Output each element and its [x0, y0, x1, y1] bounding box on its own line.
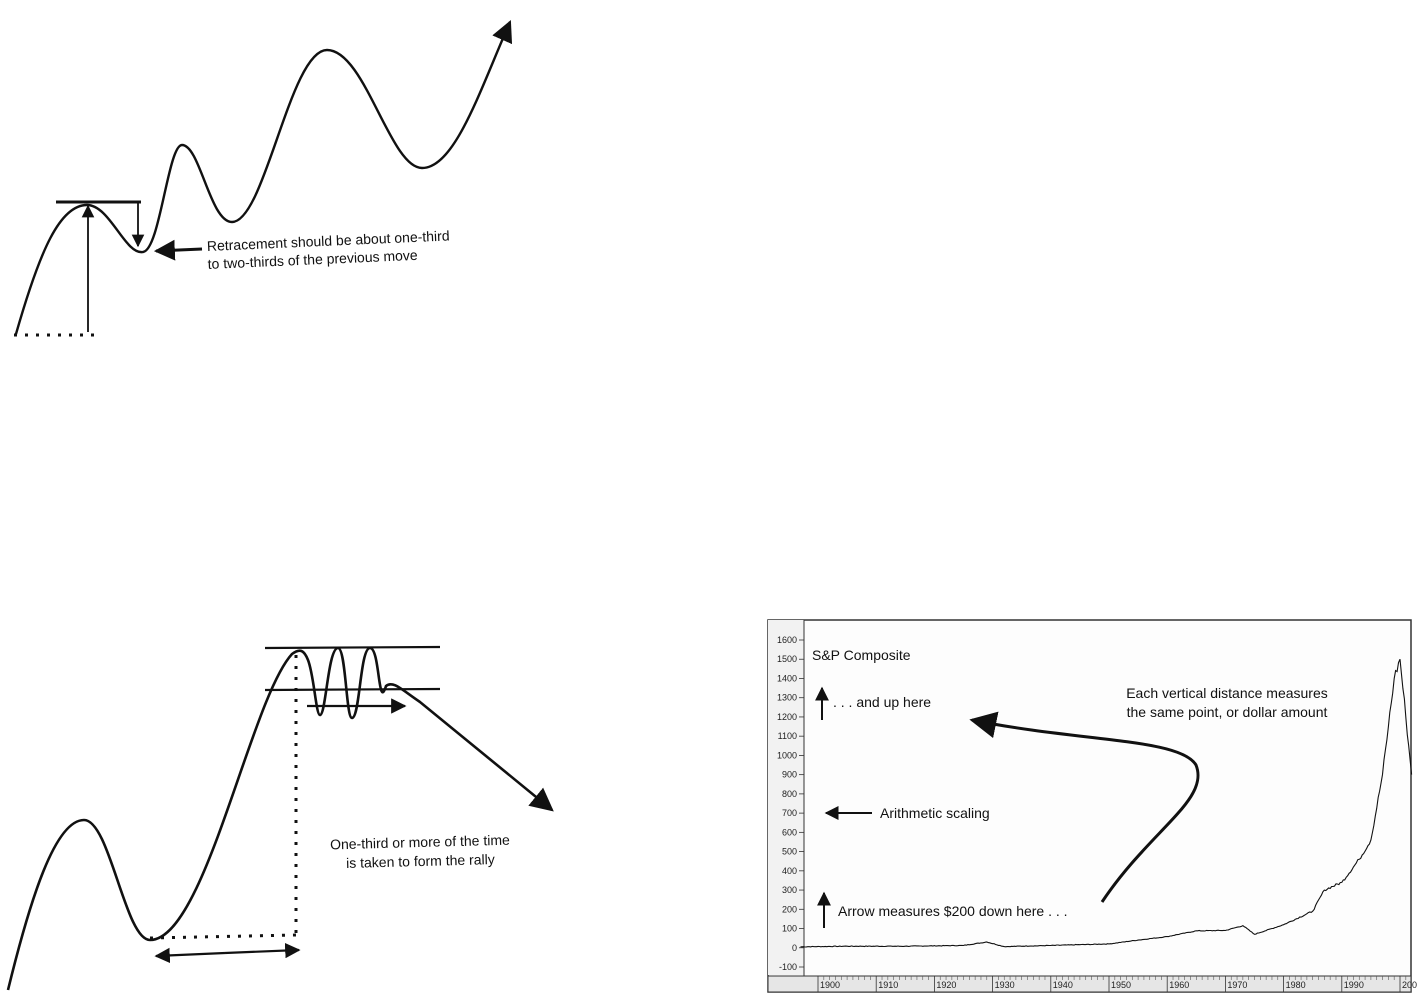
y-axis-panel: [768, 620, 804, 975]
retracement-diagram: Retracement should be about one-third to…: [14, 20, 513, 337]
x-tick-label: 1940: [1053, 980, 1073, 990]
x-tick-label: 1910: [878, 980, 898, 990]
arithmetic-label: Arithmetic scaling: [880, 805, 990, 821]
sp-series-line: [800, 658, 1413, 948]
down-here-label: Arrow measures $200 down here . . .: [838, 903, 1068, 919]
range-top-line: [264, 645, 441, 650]
y-tick-label: 700: [782, 808, 797, 818]
y-tick-label: 800: [782, 789, 797, 799]
wave-curve: [14, 20, 513, 335]
y-tick-label: 1000: [777, 750, 797, 760]
y-tick-label: 400: [782, 866, 797, 876]
y-tick-label: 1600: [777, 635, 797, 645]
rally-duration-arrow-left: [154, 947, 226, 964]
y-tick-label: 300: [782, 885, 797, 895]
chart-frame: [767, 619, 1412, 993]
rally-duration-arrow-right: [224, 942, 301, 959]
rally-curve: [6, 646, 554, 991]
up-here-label: . . . and up here: [833, 694, 931, 710]
x-tick-label: 1930: [995, 980, 1015, 990]
x-tick-label: 1970: [1227, 980, 1247, 990]
y-tick-label: 0: [792, 943, 797, 953]
y-tick-label: 1400: [777, 673, 797, 683]
y-tick-label: 900: [782, 770, 797, 780]
time-note-line1: One-third or more of the time: [330, 832, 510, 853]
y-tick-label: 1100: [778, 731, 797, 741]
y-tick-label: 1200: [777, 712, 797, 722]
y-tick-label: 500: [782, 847, 797, 857]
y-tick-label: 100: [782, 924, 797, 934]
y-tick-label: 200: [782, 904, 797, 914]
y-tick-label: 1300: [777, 693, 797, 703]
x-tick-label: 1950: [1111, 980, 1131, 990]
x-tick-label: 1990: [1344, 980, 1364, 990]
y-tick-label: 600: [782, 827, 797, 837]
vertical-distance-line1: Each vertical distance measures: [1126, 685, 1328, 701]
curved-connector-arrow: [969, 711, 1200, 903]
x-tick-label: 200: [1402, 980, 1417, 990]
x-tick-label: 1980: [1286, 980, 1306, 990]
y-tick-label: -100: [779, 962, 797, 972]
x-tick-label: 1960: [1169, 980, 1189, 990]
time-diagram: One-third or more of the time is taken t…: [6, 645, 554, 991]
note-pointer-arrow: [153, 239, 203, 261]
range-bottom-line: [264, 687, 441, 692]
x-tick-label: 1900: [820, 980, 840, 990]
y-tick-group: 1600150014001300120011001000900800700600…: [777, 635, 804, 972]
chart-title: S&P Composite: [812, 647, 911, 663]
x-tick-label: 1920: [936, 980, 956, 990]
vertical-distance-line2: the same point, or dollar amount: [1127, 704, 1328, 720]
time-note-line2: is taken to form the rally: [346, 851, 495, 871]
bottom-dotted-horizontal: [149, 933, 297, 940]
x-tick-group: 1900 1910 1920 1930 1940 1950 1960 1970 1980 1990…: [817, 976, 1417, 992]
sp-chart: 1600150014001300120011001000900800700600…: [767, 619, 1417, 993]
y-tick-label: 1500: [777, 654, 797, 664]
